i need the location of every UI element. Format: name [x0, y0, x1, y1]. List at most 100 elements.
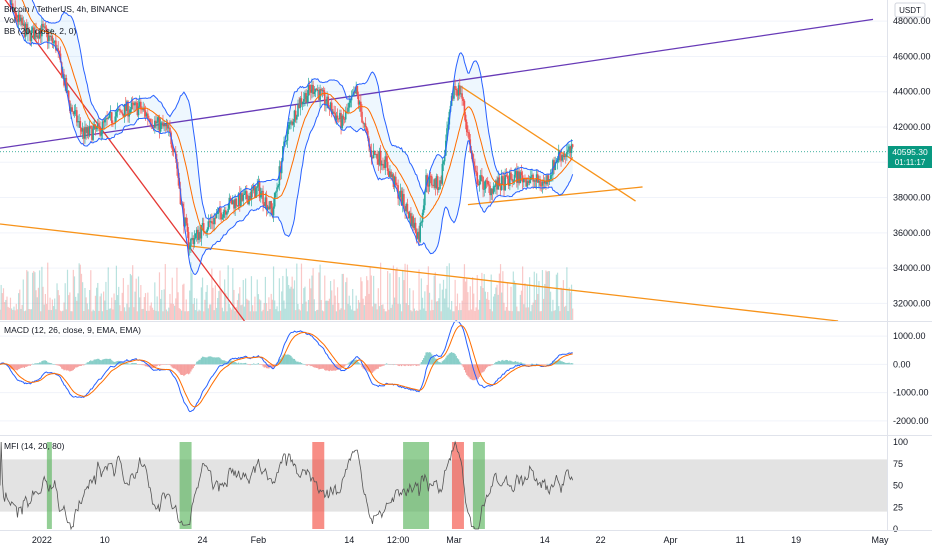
candle-body[interactable]	[337, 118, 340, 120]
candle-body[interactable]	[236, 205, 239, 207]
volume-bar[interactable]	[304, 286, 306, 320]
macd-histogram-bar[interactable]	[511, 361, 513, 365]
volume-bar[interactable]	[128, 307, 130, 320]
macd-histogram-bar[interactable]	[262, 364, 264, 367]
volume-bar[interactable]	[483, 274, 485, 320]
macd-histogram-bar[interactable]	[68, 364, 70, 371]
candle-body[interactable]	[568, 146, 571, 150]
candle-body[interactable]	[179, 188, 182, 205]
macd-legend[interactable]: MACD (12, 26, close, 9, EMA, EMA)	[4, 325, 141, 335]
volume-bar[interactable]	[163, 289, 165, 320]
macd-histogram-bar[interactable]	[482, 364, 484, 373]
macd-histogram-bar[interactable]	[384, 363, 386, 365]
macd-histogram-bar[interactable]	[539, 364, 541, 365]
volume-bar[interactable]	[221, 307, 223, 320]
candle-body[interactable]	[355, 85, 357, 94]
macd-histogram-bar[interactable]	[77, 364, 79, 367]
candle-body[interactable]	[460, 93, 462, 95]
candle-body[interactable]	[258, 181, 261, 198]
candle-body[interactable]	[377, 159, 380, 165]
candle-body[interactable]	[226, 212, 228, 215]
candle-body[interactable]	[242, 194, 245, 201]
macd-histogram-bar[interactable]	[22, 364, 24, 368]
candle-body[interactable]	[343, 118, 346, 120]
volume-bar[interactable]	[369, 266, 371, 320]
candle-body[interactable]	[238, 193, 241, 207]
macd-histogram-bar[interactable]	[156, 364, 158, 367]
macd-histogram-bar[interactable]	[534, 364, 537, 365]
candle-body[interactable]	[169, 127, 171, 133]
candle-body[interactable]	[64, 77, 66, 86]
candle-body[interactable]	[254, 185, 256, 199]
macd-histogram-bar[interactable]	[249, 364, 251, 366]
macd-histogram-bar[interactable]	[21, 364, 23, 368]
volume-bar[interactable]	[205, 291, 207, 320]
volume-bar[interactable]	[44, 293, 46, 320]
macd-histogram-bar[interactable]	[42, 360, 44, 365]
candle-body[interactable]	[122, 113, 125, 117]
macd-histogram-bar[interactable]	[27, 364, 29, 367]
macd-histogram-bar[interactable]	[234, 361, 236, 365]
macd-histogram-bar[interactable]	[461, 364, 463, 366]
candle-body[interactable]	[472, 161, 475, 166]
volume-bar[interactable]	[16, 309, 19, 320]
macd-histogram-bar[interactable]	[389, 364, 391, 365]
macd-histogram-bar[interactable]	[247, 364, 249, 365]
macd-histogram-bar[interactable]	[86, 362, 88, 365]
candle-body[interactable]	[255, 187, 257, 199]
macd-histogram-bar[interactable]	[119, 361, 121, 365]
macd-histogram-bar[interactable]	[78, 364, 80, 367]
candle-body[interactable]	[312, 84, 314, 94]
volume-bar[interactable]	[466, 277, 468, 320]
volume-bar[interactable]	[4, 302, 6, 320]
macd-histogram-bar[interactable]	[115, 361, 118, 365]
volume-bar[interactable]	[353, 310, 355, 320]
candle-body[interactable]	[272, 206, 275, 216]
macd-histogram-bar[interactable]	[208, 356, 211, 365]
macd-histogram-bar[interactable]	[548, 363, 551, 365]
volume-bar[interactable]	[245, 278, 247, 320]
volume-bar[interactable]	[73, 276, 76, 320]
macd-histogram-bar[interactable]	[447, 354, 449, 365]
macd-histogram-bar[interactable]	[463, 364, 466, 371]
volume-bar[interactable]	[203, 311, 205, 320]
macd-histogram-bar[interactable]	[270, 364, 272, 368]
volume-bar[interactable]	[559, 311, 561, 320]
macd-histogram-bar[interactable]	[424, 355, 426, 365]
candle-body[interactable]	[516, 170, 518, 183]
volume-bar[interactable]	[519, 294, 521, 320]
candle-body[interactable]	[249, 195, 252, 200]
candle-body[interactable]	[467, 132, 469, 133]
orange-lower-triangle[interactable]	[467, 186, 643, 206]
candle-body[interactable]	[165, 124, 168, 127]
macd-histogram-bar[interactable]	[400, 364, 403, 367]
candle-body[interactable]	[540, 185, 543, 187]
candle-body[interactable]	[571, 144, 574, 147]
macd-histogram-bar[interactable]	[73, 364, 76, 369]
macd-histogram-bar[interactable]	[33, 364, 35, 365]
candle-body[interactable]	[22, 23, 25, 26]
candle-body[interactable]	[306, 95, 309, 103]
volume-bar[interactable]	[340, 308, 342, 320]
macd-histogram-bar[interactable]	[267, 364, 269, 369]
macd-histogram-bar[interactable]	[197, 361, 199, 365]
macd-histogram-bar[interactable]	[178, 364, 180, 373]
macd-histogram-bar[interactable]	[265, 364, 268, 369]
candle-body[interactable]	[420, 222, 423, 224]
volume-bar[interactable]	[299, 310, 301, 320]
macd-histogram-bar[interactable]	[506, 360, 509, 365]
red-trendline[interactable]	[0, 0, 245, 322]
candle-body[interactable]	[476, 172, 479, 184]
candle-body[interactable]	[264, 197, 267, 207]
volume-bar[interactable]	[49, 297, 51, 320]
macd-histogram-bar[interactable]	[517, 361, 519, 365]
candle-body[interactable]	[16, 19, 19, 23]
candle-body[interactable]	[275, 191, 277, 193]
candle-body[interactable]	[332, 111, 334, 114]
volume-bar[interactable]	[485, 298, 488, 320]
candle-body[interactable]	[390, 171, 392, 178]
candle-body[interactable]	[553, 160, 555, 171]
macd-histogram-bar[interactable]	[567, 362, 569, 365]
volume-bar[interactable]	[413, 308, 415, 320]
volume-bar[interactable]	[248, 300, 250, 320]
